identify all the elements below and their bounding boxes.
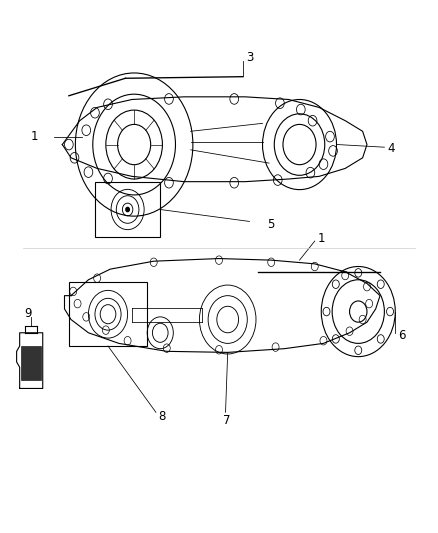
Text: 1: 1 [30,130,38,143]
Text: 9: 9 [25,306,32,320]
Text: 5: 5 [268,217,275,231]
Text: 3: 3 [247,51,254,63]
Text: 1: 1 [318,232,325,245]
Bar [21,346,42,381]
Text: 7: 7 [223,414,230,427]
Bar [95,182,160,237]
Text: 8: 8 [159,409,166,423]
Text: 6: 6 [398,329,406,342]
Bar [69,282,147,346]
Circle shape [126,207,129,212]
Text: 4: 4 [387,142,395,155]
